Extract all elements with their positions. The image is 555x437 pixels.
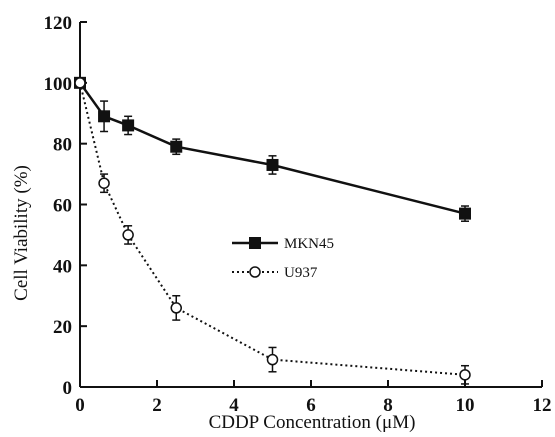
x-tick-label: 0 bbox=[75, 395, 85, 416]
data-point-mkn45 bbox=[266, 158, 279, 171]
x-tick-label: 6 bbox=[306, 395, 316, 416]
x-tick-label: 8 bbox=[383, 395, 393, 416]
series-layer bbox=[74, 76, 471, 385]
x-tick-label: 10 bbox=[456, 395, 475, 416]
data-point-mkn45 bbox=[459, 207, 471, 220]
data-point-mkn45 bbox=[170, 140, 183, 153]
y-axis-title: Cell Viability (%) bbox=[11, 165, 32, 301]
data-point-u937 bbox=[459, 369, 471, 381]
y-tick-label: 20 bbox=[53, 317, 72, 338]
y-tick-label: 80 bbox=[53, 135, 72, 156]
legend: MKN45 U937 bbox=[232, 236, 334, 281]
x-axis-title: CDDP Concentration (μM) bbox=[209, 412, 416, 433]
y-tick-label: 100 bbox=[44, 74, 73, 95]
data-point-mkn45 bbox=[98, 110, 111, 123]
legend-item-u937: U937 bbox=[232, 265, 318, 281]
data-point-u937 bbox=[98, 177, 110, 189]
y-tick-label: 40 bbox=[53, 256, 72, 277]
series-line-mkn45 bbox=[78, 82, 466, 215]
x-tick-label: 2 bbox=[152, 395, 162, 416]
x-tick-label: 4 bbox=[229, 395, 239, 416]
data-point-u937 bbox=[122, 229, 134, 241]
data-point-u937 bbox=[74, 77, 86, 89]
data-point-u937 bbox=[266, 353, 279, 366]
series-mkn45 bbox=[74, 76, 471, 222]
x-tick-label: 12 bbox=[533, 395, 552, 416]
y-tick-label: 60 bbox=[53, 196, 72, 217]
data-point-mkn45 bbox=[122, 119, 135, 132]
y-tick-label: 120 bbox=[44, 13, 73, 34]
legend-label-u937: U937 bbox=[284, 265, 318, 281]
series-u937 bbox=[74, 77, 471, 385]
legend-label-mkn45: MKN45 bbox=[284, 236, 334, 252]
legend-item-mkn45: MKN45 bbox=[232, 236, 334, 252]
legend-marker-mkn45 bbox=[249, 237, 261, 249]
series-line-u937 bbox=[79, 82, 466, 376]
y-tick-label: 0 bbox=[63, 378, 73, 399]
legend-marker-u937 bbox=[249, 266, 261, 278]
data-point-u937 bbox=[170, 302, 182, 314]
